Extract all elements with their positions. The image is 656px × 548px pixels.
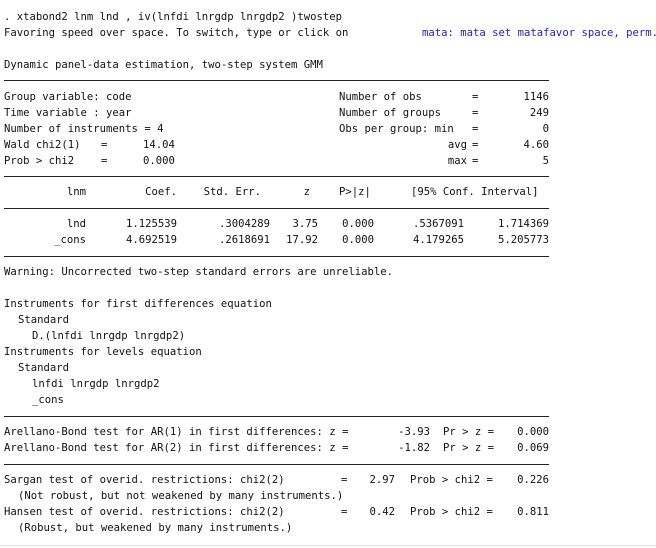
column-header: P>|z|: [339, 186, 371, 198]
summary-label: Number of instruments = 4: [4, 123, 164, 135]
row-label: lnd: [66, 218, 86, 230]
equals: =: [472, 91, 479, 103]
p-label: Pr > z =: [443, 426, 495, 438]
cell-value: .5367091: [412, 218, 464, 230]
cell-value: 0.000: [342, 218, 374, 230]
summary-value: 0.000: [143, 155, 175, 167]
p-value: 0.811: [517, 506, 549, 518]
test-label: Hansen test of overid. restrictions: chi…: [4, 506, 285, 518]
test-stat: 0.42: [369, 506, 395, 518]
test-stat: 2.97: [369, 474, 395, 486]
summary-value: 1146: [523, 91, 549, 103]
instrument-line: Standard: [18, 362, 70, 374]
summary-label: Group variable: code: [4, 91, 132, 103]
test-stat: -3.93: [398, 426, 430, 438]
column-header: Coef.: [145, 186, 177, 198]
cell-value: 1.125539: [125, 218, 177, 230]
p-value: 0.226: [517, 474, 549, 486]
rule: [4, 176, 549, 177]
summary-label: max: [447, 155, 467, 167]
cell-value: 1.714369: [497, 218, 549, 230]
rule: [4, 208, 549, 209]
cell-value: 0.000: [342, 234, 374, 246]
row-label: _cons: [54, 234, 86, 246]
cell-value: 5.205773: [497, 234, 549, 246]
test-note: (Not robust, but not weakened by many in…: [18, 490, 344, 502]
column-header: Std. Err.: [203, 186, 261, 198]
column-header: lnm: [66, 186, 86, 198]
test-label: Arellano-Bond test for AR(1) in first di…: [4, 426, 349, 438]
instrument-line: lnfdi lnrgdp lnrgdp2: [32, 378, 160, 390]
test-note: (Robust, but weakened by many instrument…: [18, 522, 293, 534]
summary-label: Prob > chi2: [4, 155, 75, 167]
summary-label: Obs per group: min: [339, 123, 454, 135]
p-label: Pr > z =: [443, 442, 495, 454]
cell-value: .2618691: [218, 234, 270, 246]
rule: [4, 416, 549, 417]
rule: [4, 464, 549, 465]
test-label: Sargan test of overid. restrictions: chi…: [4, 474, 285, 486]
instrument-line: Standard: [18, 314, 70, 326]
cell-value: .3004289: [218, 218, 270, 230]
equals: =: [472, 139, 479, 151]
summary-label: Time variable : year: [4, 107, 132, 119]
equals: =: [101, 155, 108, 167]
test-stat: -1.82: [398, 442, 430, 454]
column-header: [95% Conf. Interval]: [411, 186, 539, 198]
mata-link[interactable]: mata: mata set matafavor space, perm.: [422, 27, 656, 39]
summary-label: Number of obs: [339, 91, 422, 103]
p-value: 0.069: [517, 442, 549, 454]
command-line: . xtabond2 lnm lnd , iv(lnfdi lnrgdp lnr…: [4, 11, 343, 23]
column-header: z: [303, 186, 310, 198]
test-label: Arellano-Bond test for AR(2) in first di…: [4, 442, 349, 454]
summary-label: Wald chi2(1): [4, 139, 81, 151]
summary-value: 249: [529, 107, 549, 119]
warning: Warning: Uncorrected two-step standard e…: [4, 266, 394, 278]
equals: =: [341, 474, 348, 486]
note-text: Favoring speed over space. To switch, ty…: [4, 27, 349, 39]
summary-label: Number of groups: [339, 107, 442, 119]
window-edge: [0, 545, 656, 546]
cell-value: 3.75: [292, 218, 318, 230]
equals: =: [472, 107, 479, 119]
cell-value: 4.692519: [125, 234, 177, 246]
cell-value: 17.92: [286, 234, 318, 246]
equals: =: [472, 123, 479, 135]
rule: [4, 256, 549, 257]
summary-value: 14.04: [143, 139, 175, 151]
estimation-title: Dynamic panel-data estimation, two-step …: [4, 59, 323, 71]
equals: =: [101, 139, 108, 151]
instrument-line: D.(lnfdi lnrgdp lnrgdp2): [32, 330, 186, 342]
instrument-line: Instruments for levels equation: [4, 346, 202, 358]
instrument-line: _cons: [32, 394, 64, 406]
equals: =: [341, 506, 348, 518]
equals: =: [472, 155, 479, 167]
p-label: Prob > chi2 =: [410, 474, 493, 486]
summary-value: 4.60: [523, 139, 549, 151]
summary-value: 5: [542, 155, 549, 167]
p-value: 0.000: [517, 426, 549, 438]
p-label: Prob > chi2 =: [410, 506, 493, 518]
summary-value: 0: [542, 123, 549, 135]
rule: [4, 80, 549, 81]
instrument-line: Instruments for first differences equati…: [4, 298, 272, 310]
cell-value: 4.179265: [412, 234, 464, 246]
summary-label: avg: [447, 139, 467, 151]
